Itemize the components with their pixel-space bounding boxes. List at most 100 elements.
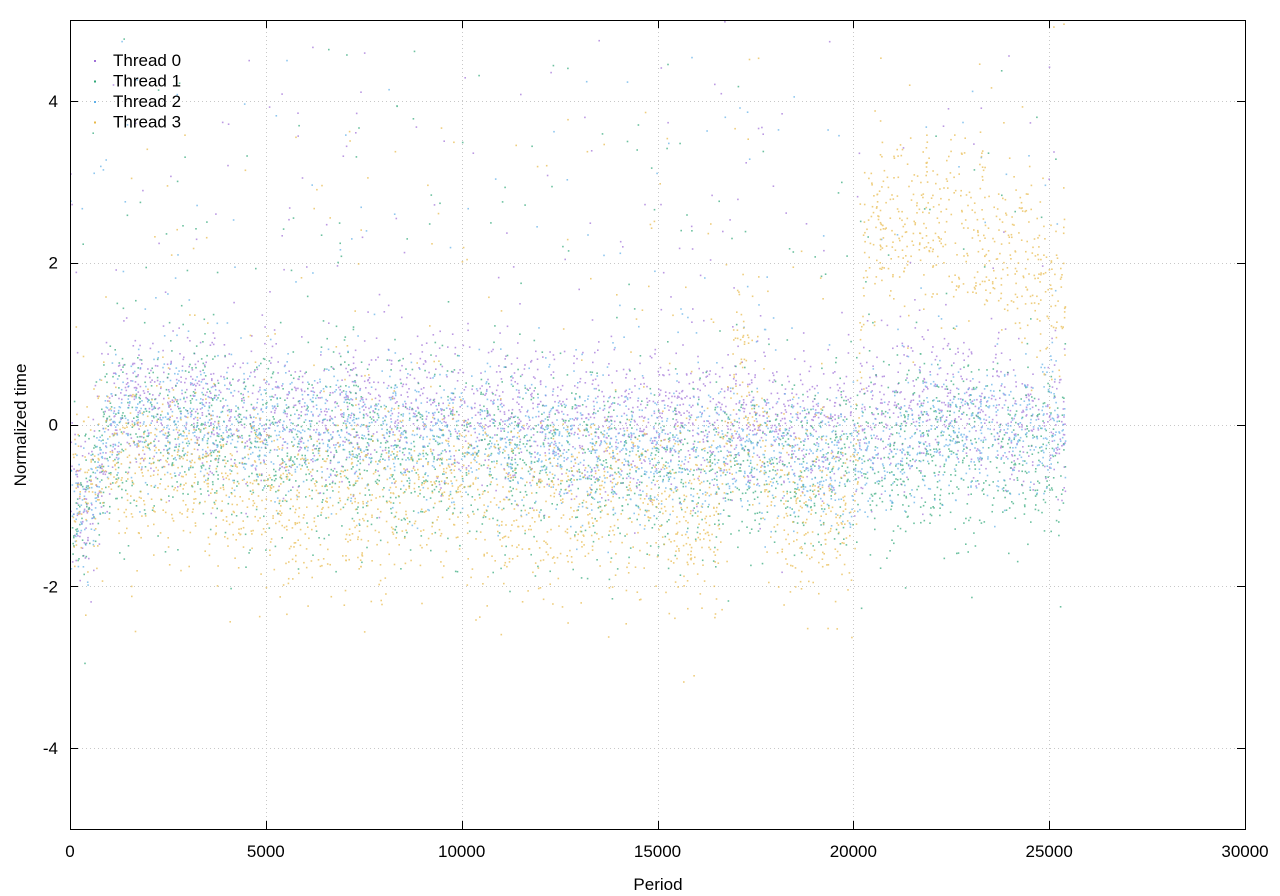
data-point xyxy=(248,439,251,441)
data-point xyxy=(661,400,663,402)
data-point xyxy=(318,537,320,539)
data-point xyxy=(211,432,213,435)
data-point xyxy=(557,386,559,389)
data-point xyxy=(781,497,784,499)
data-point xyxy=(189,411,192,414)
data-point xyxy=(873,517,876,520)
data-point xyxy=(828,504,830,507)
data-point xyxy=(325,428,328,431)
data-point xyxy=(576,516,579,518)
data-point xyxy=(719,436,722,439)
data-point xyxy=(413,440,415,443)
data-point xyxy=(350,441,352,444)
data-point xyxy=(823,414,826,417)
data-point xyxy=(918,445,920,448)
data-point xyxy=(901,464,904,467)
data-point xyxy=(861,487,864,490)
data-point xyxy=(1000,370,1002,373)
data-point xyxy=(216,432,218,434)
data-point xyxy=(697,388,699,390)
data-point xyxy=(368,377,371,379)
data-point xyxy=(256,398,259,400)
data-point xyxy=(352,368,355,370)
data-point xyxy=(986,401,988,403)
data-point xyxy=(909,493,911,495)
data-point xyxy=(497,443,499,446)
data-point xyxy=(232,378,234,381)
data-point xyxy=(305,409,308,411)
data-point xyxy=(981,489,984,492)
data-point xyxy=(844,453,847,455)
data-point xyxy=(135,393,138,396)
data-point xyxy=(630,436,633,438)
data-point xyxy=(590,150,593,152)
data-point xyxy=(306,407,309,410)
data-point xyxy=(138,396,140,399)
data-point xyxy=(654,422,657,425)
data-point xyxy=(83,508,86,511)
data-point xyxy=(376,431,378,433)
data-point xyxy=(370,359,373,361)
data-point xyxy=(581,445,584,448)
data-point xyxy=(416,419,418,422)
data-point xyxy=(134,423,136,426)
data-point xyxy=(668,478,670,480)
data-point xyxy=(1021,411,1023,414)
data-point xyxy=(532,434,535,436)
data-point xyxy=(370,453,372,456)
data-point xyxy=(226,425,228,427)
data-point xyxy=(783,464,785,467)
data-point xyxy=(592,361,594,364)
data-point xyxy=(950,380,953,382)
data-point xyxy=(699,489,701,491)
data-point xyxy=(533,535,535,538)
data-point xyxy=(969,398,971,401)
data-point xyxy=(967,486,969,489)
data-point xyxy=(590,478,592,480)
data-point xyxy=(727,389,729,391)
data-point xyxy=(434,531,437,534)
data-point xyxy=(940,488,942,491)
data-point xyxy=(697,403,699,406)
data-point xyxy=(577,427,579,430)
data-point xyxy=(642,430,644,433)
data-point xyxy=(273,412,276,414)
data-point xyxy=(83,488,86,490)
data-point xyxy=(470,445,473,447)
data-point xyxy=(834,401,836,404)
data-point xyxy=(220,447,222,449)
data-point xyxy=(194,388,196,391)
data-point xyxy=(646,404,649,406)
data-point xyxy=(1036,489,1039,491)
data-point xyxy=(820,524,822,526)
data-point xyxy=(129,433,132,436)
data-point xyxy=(527,427,529,430)
data-point xyxy=(663,374,665,377)
data-point xyxy=(530,553,532,556)
data-point xyxy=(397,458,400,460)
data-point xyxy=(461,453,464,455)
data-point xyxy=(294,371,297,373)
data-point xyxy=(171,387,174,389)
data-point xyxy=(337,501,340,504)
data-point xyxy=(426,480,429,483)
data-point xyxy=(680,229,682,232)
data-point xyxy=(605,436,608,439)
data-point xyxy=(251,392,254,395)
data-point xyxy=(192,391,195,393)
data-point xyxy=(480,372,482,374)
data-point xyxy=(401,316,403,319)
data-point xyxy=(83,542,86,544)
data-point xyxy=(344,441,346,443)
data-point xyxy=(1009,414,1011,416)
data-point xyxy=(961,404,964,407)
data-point xyxy=(738,436,740,438)
data-point xyxy=(785,212,787,214)
data-point xyxy=(81,517,83,520)
data-point xyxy=(788,248,791,250)
data-point xyxy=(215,449,217,451)
data-point xyxy=(705,371,708,374)
data-point xyxy=(861,407,863,410)
data-point xyxy=(679,426,682,429)
data-point xyxy=(841,447,843,450)
